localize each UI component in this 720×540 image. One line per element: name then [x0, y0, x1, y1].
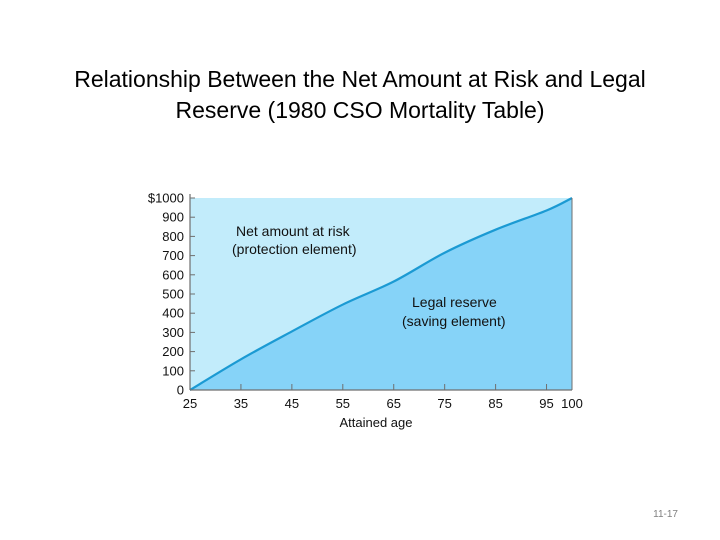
x-tick-label: 45	[285, 396, 299, 411]
y-tick-label: 700	[162, 248, 184, 263]
net-amount-label-line-2: (protection element)	[232, 241, 357, 257]
x-tick-label: 95	[539, 396, 553, 411]
y-tick-label: 0	[177, 383, 184, 398]
x-axis: 25 35 45 55 65 75 85 95 100	[183, 384, 583, 411]
x-tick-label: 75	[437, 396, 451, 411]
slide-number: 11-17	[653, 509, 678, 520]
x-tick-label: 55	[336, 396, 350, 411]
legal-reserve-label-line-2: (saving element)	[402, 313, 506, 329]
y-tick-label: 400	[162, 306, 184, 321]
x-tick-label: 65	[386, 396, 400, 411]
y-tick-label: 900	[162, 210, 184, 225]
y-tick-label: 300	[162, 325, 184, 340]
y-tick-label: 500	[162, 287, 184, 302]
legal-reserve-area	[190, 198, 572, 390]
x-tick-label: 100	[561, 396, 583, 411]
slide-title-line-2: Reserve (1980 CSO Mortality Table)	[175, 97, 545, 123]
legal-reserve-label-line-1: Legal reserve	[412, 294, 497, 310]
x-tick-label: 25	[183, 396, 197, 411]
legal-reserve-curve	[189, 197, 573, 391]
slide-title: Relationship Between the Net Amount at R…	[20, 64, 700, 126]
y-tick-label: 200	[162, 344, 184, 359]
slide-title-line-1: Relationship Between the Net Amount at R…	[74, 66, 646, 92]
y-axis: 0 100 200 300 400 500 600 700 800 900 $1000	[148, 191, 195, 398]
x-axis-label: Attained age	[339, 415, 412, 430]
x-tick-label: 85	[488, 396, 502, 411]
y-tick-label: $1000	[148, 191, 184, 206]
x-tick-label: 35	[234, 396, 248, 411]
y-tick-label: 600	[162, 267, 184, 282]
net-amount-label-line-1: Net amount at risk	[236, 223, 351, 239]
y-tick-label: 100	[162, 363, 184, 378]
chart-frame	[189, 194, 573, 391]
y-tick-label: 800	[162, 229, 184, 244]
